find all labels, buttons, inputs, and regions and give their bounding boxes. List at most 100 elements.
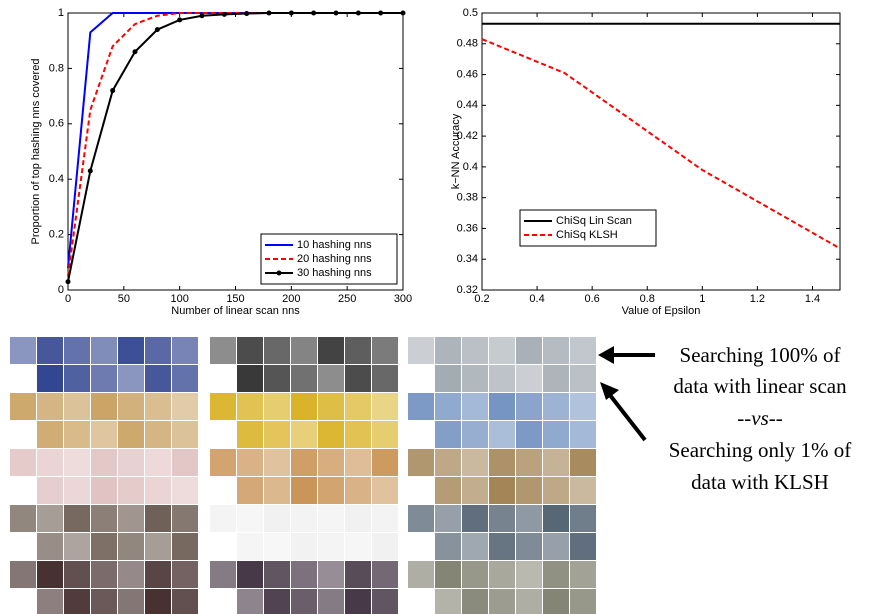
image-tile — [345, 505, 371, 532]
image-tile — [291, 589, 317, 614]
image-tile — [516, 449, 542, 476]
image-tile — [462, 393, 488, 420]
image-tile — [64, 561, 90, 588]
line — [67, 12, 403, 268]
image-tile — [237, 561, 263, 588]
image-tile — [462, 449, 488, 476]
image-tile — [345, 533, 371, 560]
image-tile — [489, 337, 515, 364]
image-tile — [372, 365, 398, 392]
image-tile — [291, 449, 317, 476]
image-tile — [570, 561, 596, 588]
image-tile — [462, 589, 488, 614]
y-tick-label: 0.32 — [457, 284, 478, 296]
x-tick-label: 0.6 — [585, 293, 600, 305]
image-tile — [462, 533, 488, 560]
image-tile — [489, 365, 515, 392]
image-tile — [570, 477, 596, 504]
image-tile — [543, 449, 569, 476]
image-tile — [118, 477, 144, 504]
image-tile — [435, 393, 461, 420]
x-tick-label: 0.8 — [640, 293, 655, 305]
line — [67, 12, 403, 282]
image-tile — [408, 505, 434, 532]
image-grids — [10, 337, 596, 614]
image-tile — [64, 393, 90, 420]
image-tile — [291, 421, 317, 448]
image-tile — [91, 533, 117, 560]
y-tick-label: 0.46 — [457, 68, 478, 80]
image-tile — [264, 589, 290, 614]
y-axis-label: Proportion of top hashing nns covered — [30, 59, 42, 245]
image-tile — [210, 337, 236, 364]
point — [288, 10, 294, 16]
point — [177, 17, 183, 23]
image-tile — [291, 365, 317, 392]
y-tick-label: 0.44 — [457, 99, 478, 111]
image-tile — [118, 589, 144, 614]
image-tile — [237, 365, 263, 392]
image-tile — [318, 393, 344, 420]
arrow-head — [598, 346, 614, 364]
y-tick-label: 0.38 — [457, 192, 478, 204]
image-tile — [435, 365, 461, 392]
image-tile — [318, 589, 344, 614]
image-tile — [435, 505, 461, 532]
image-tile — [408, 561, 434, 588]
image-tile — [345, 477, 371, 504]
image-tile — [145, 337, 171, 364]
x-tick-label: 1 — [699, 293, 705, 305]
image-tile — [372, 449, 398, 476]
image-tile — [210, 393, 236, 420]
image-tile — [210, 561, 236, 588]
image-tile — [91, 337, 117, 364]
image-tile — [172, 561, 198, 588]
image-tile — [489, 533, 515, 560]
image-tile — [318, 561, 344, 588]
image-tile — [37, 393, 63, 420]
image-tile — [145, 561, 171, 588]
y-tick-label: 0.36 — [457, 222, 478, 234]
image-tile — [372, 561, 398, 588]
x-tick-label: 300 — [394, 293, 412, 305]
image-tile — [64, 505, 90, 532]
image-tile — [318, 421, 344, 448]
image-tile — [118, 561, 144, 588]
x-tick-label: 0.4 — [529, 293, 544, 305]
image-tile — [516, 477, 542, 504]
image-tile — [264, 477, 290, 504]
y-tick-label: 0 — [58, 284, 64, 296]
image-tile — [37, 561, 63, 588]
y-tick-label: 0.42 — [457, 130, 478, 142]
image-tile — [172, 449, 198, 476]
image-tile — [318, 533, 344, 560]
image-tile — [172, 365, 198, 392]
image-tile — [118, 393, 144, 420]
image-tile — [37, 365, 63, 392]
image-tile — [37, 589, 63, 614]
image-tile — [462, 365, 488, 392]
image-tile — [516, 561, 542, 588]
image-tile — [489, 393, 515, 420]
y-tick-label: 0.4 — [463, 161, 478, 173]
image-tile — [489, 449, 515, 476]
image-tile — [264, 505, 290, 532]
point — [87, 168, 93, 174]
image-tile — [145, 421, 171, 448]
point — [110, 88, 116, 94]
image-tile — [489, 421, 515, 448]
image-tile — [318, 477, 344, 504]
image-tile — [516, 505, 542, 532]
y-tick-label: 0.2 — [49, 229, 64, 241]
image-tile — [172, 533, 198, 560]
image-tile — [172, 393, 198, 420]
image-tile — [372, 393, 398, 420]
image-tile — [91, 393, 117, 420]
image-tile — [516, 393, 542, 420]
image-tile — [570, 533, 596, 560]
point — [400, 10, 406, 16]
image-tile — [408, 449, 434, 476]
image-tile — [543, 421, 569, 448]
image-tile — [172, 337, 198, 364]
image-tile — [264, 421, 290, 448]
